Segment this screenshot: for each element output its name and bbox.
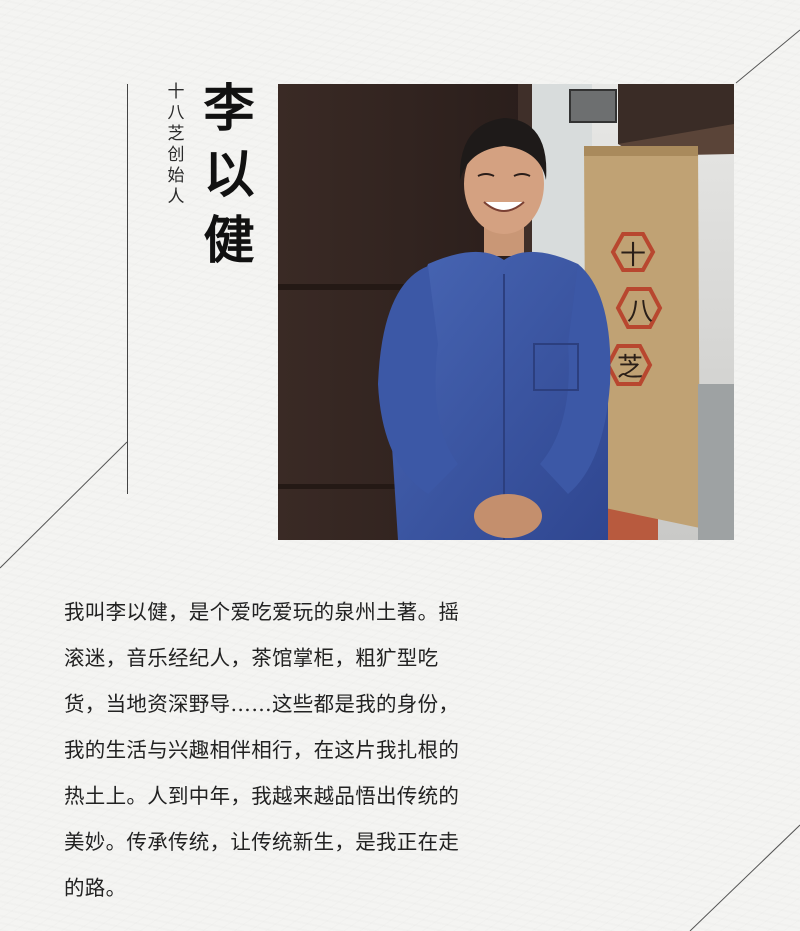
portrait-photo: 十 八 芝 (278, 84, 734, 540)
person-name: 李以健 (203, 79, 255, 271)
person-figure (378, 118, 611, 540)
diagonal-line-bottom-right (689, 824, 800, 931)
hanging-lamp (569, 89, 617, 123)
svg-text:八: 八 (627, 297, 653, 327)
bio-line: 滚迷，音乐经纪人，茶馆掌柜，粗犷型吃 (64, 646, 439, 670)
bio-line: 热土上。人到中年，我越来越品悟出传统的 (64, 784, 460, 808)
svg-text:芝: 芝 (617, 353, 643, 383)
bio-line: 美妙。传承传统，让传统新生，是我正在走 (64, 830, 460, 854)
diagonal-line-left (0, 441, 128, 569)
bio-line: 我叫李以健，是个爱吃爱玩的泉州土著。摇 (64, 600, 460, 624)
bio-line: 货，当地资深野导……这些都是我的身份， (64, 692, 460, 716)
svg-text:十: 十 (620, 241, 646, 271)
banner-hexagon-1 (610, 232, 656, 272)
shop-banner (584, 146, 700, 528)
founder-title: 十八芝创始人 (167, 82, 185, 207)
bio-line: 的路。 (64, 876, 127, 900)
diagonal-line-top-right (735, 29, 800, 84)
biography-text: 我叫李以健，是个爱吃爱玩的泉州土著。摇 滚迷，音乐经纪人，茶馆掌柜，粗犷型吃 货… (64, 589, 544, 911)
banner-hexagon-2 (615, 287, 663, 329)
bio-line: 我的生活与兴趣相伴相行，在这片我扎根的 (64, 738, 460, 762)
